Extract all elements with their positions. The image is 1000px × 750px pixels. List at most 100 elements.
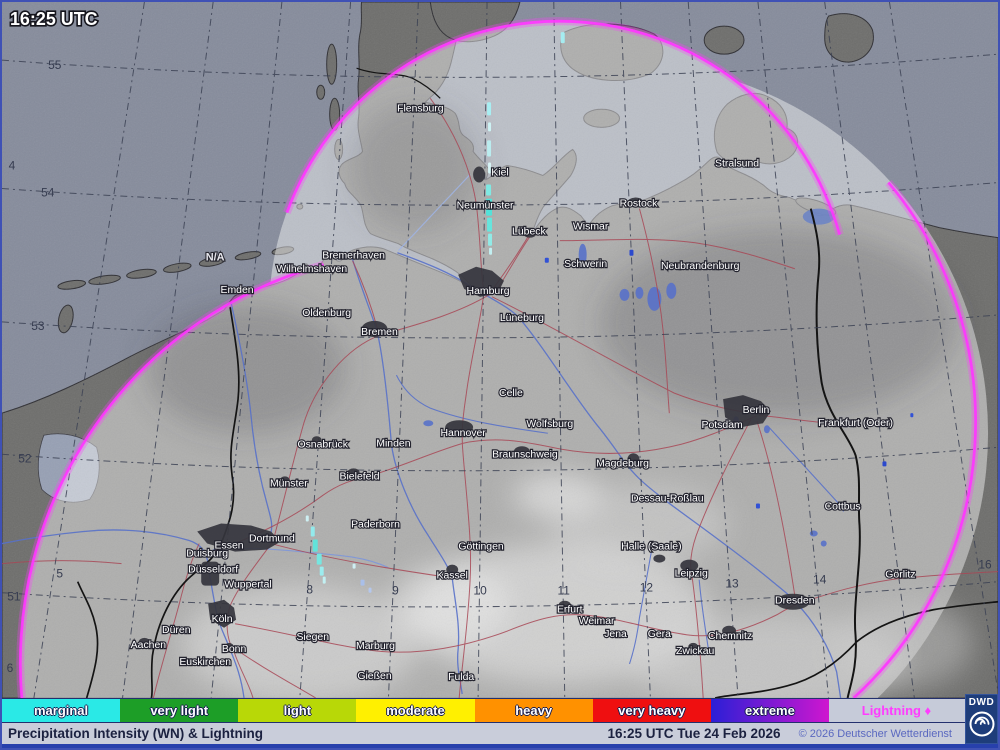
dwd-logo: DWD [965,694,998,744]
dwd-spiral-icon [969,711,994,737]
city-label: Braunschweig [492,449,558,460]
city-label: Minden [376,438,410,449]
legend-item-very-light: very light [120,699,239,722]
city-label: Halle (Saale) [621,542,681,553]
graticule-label: 54 [41,186,55,200]
city-label: Jena [604,629,627,640]
graticule-label: 13 [725,577,739,591]
city-label: Emden [220,285,253,296]
region-label: N/A [206,252,225,264]
map-timestamp: 16:25 UTC [10,9,98,29]
city-labels: Flensburg Kiel Neumünster Lübeck Wismar Rosto… [129,102,916,684]
city-label: Gießen [357,671,391,682]
graticule-label: 4 [9,158,16,172]
city-label: Rostock [620,199,658,210]
city-label: Essen [215,541,244,552]
precip-cell [319,566,324,576]
city-label: Hamburg [467,286,510,297]
radar-map-svg: 55 54 53 52 51 4 5 6 8 9 10 11 12 13 14 16 [2,2,998,698]
city-label: Schwerin [564,259,607,270]
precip-cell [488,233,493,246]
precip-cell [368,587,372,593]
legend-item-moderate: moderate [356,699,475,722]
city-label: Görlitz [885,570,915,581]
precip-cell [486,184,492,196]
city-label: Bonn [222,644,247,655]
graticule-label: 5 [56,567,63,581]
urban-areas [138,166,810,653]
radar-map-canvas: 55 54 53 52 51 4 5 6 8 9 10 11 12 13 14 16 [2,2,998,698]
city-label: Dortmund [249,534,295,545]
precip-cell [629,249,634,256]
product-title: Precipitation Intensity (WN) & Lightning [8,726,263,741]
city-label: Fulda [448,672,474,683]
legend-item-heavy: heavy [474,699,593,722]
city-label: Cottbus [825,501,861,512]
legend-item-extreme: extreme [710,699,829,722]
graticule-label: 9 [392,584,399,598]
city-label: Köln [212,614,233,625]
city-label: Flensburg [397,103,444,114]
city-label: Potsdam [701,420,742,431]
city-label: Aachen [131,640,167,651]
precip-cell [310,526,315,537]
precip-cell [489,247,493,255]
legend-item-label: light [283,703,312,718]
city-label: Euskirchen [179,657,231,668]
legend-item-very-heavy: very heavy [592,699,711,722]
precip-cell [487,102,492,116]
graticule-label: 11 [558,584,571,598]
graticule-label: 55 [48,58,62,72]
graticule-label: 51 [7,590,21,604]
legend-item-label: very heavy [618,703,686,718]
precip-cell [488,162,492,174]
lakes [423,208,835,547]
graticule [2,2,998,698]
city-label: Magdeburg [596,458,649,469]
legend-item-light: light [238,699,357,722]
city-label: Düren [162,625,191,636]
precip-cell [316,553,322,565]
graticule-label: 6 [7,661,14,675]
region-labels: N/A [205,251,226,265]
legend-item-label: very light [150,703,209,718]
city-label: Kiel [491,167,508,178]
legend-item-label: marginal [33,703,89,718]
dwd-logo-text: DWD [968,697,995,708]
precip-cell [488,122,492,132]
city-label: Paderborn [351,519,400,530]
precip-cell [352,563,356,569]
precip-cell [882,461,887,467]
precip-cell [360,579,365,586]
precip-cell [487,217,493,232]
precip-cell [560,32,565,44]
status-bar: Precipitation Intensity (WN) & Lightning… [2,723,998,744]
city-label: Düsseldorf [188,565,238,576]
terrain-grain [2,2,998,698]
city-label: Dessau-Roßlau [631,493,704,504]
city-label: Wismar [573,222,609,233]
roads [2,97,998,698]
city-label: Wuppertal [224,580,271,591]
city-label: Berlin [743,405,770,416]
city-label: Dresden [775,596,815,607]
graticule-label: 12 [640,581,654,595]
city-label: Neumünster [457,201,514,212]
precip-cell [305,515,309,522]
graticule-labels: 55 54 53 52 51 4 5 6 8 9 10 11 12 13 14 16 [7,58,992,675]
city-label: Marburg [356,641,395,652]
radar-range-rings [16,17,980,698]
city-label: Münster [270,478,308,489]
graticule-label: 53 [31,319,45,333]
status-datetime: 16:25 UTC Tue 24 Feb 2026 [607,726,781,741]
city-label: Celle [499,388,523,399]
city-label: Leipzig [675,569,708,580]
city-label: Bremen [361,327,398,338]
city-label: Gera [648,629,671,640]
city-label: Siegen [296,632,329,643]
city-label: Erfurt [557,605,583,616]
legend-lightning: Lightning ♦ [828,699,964,722]
city-label: Wolfsburg [526,419,573,430]
city-label: Lübeck [512,227,546,238]
